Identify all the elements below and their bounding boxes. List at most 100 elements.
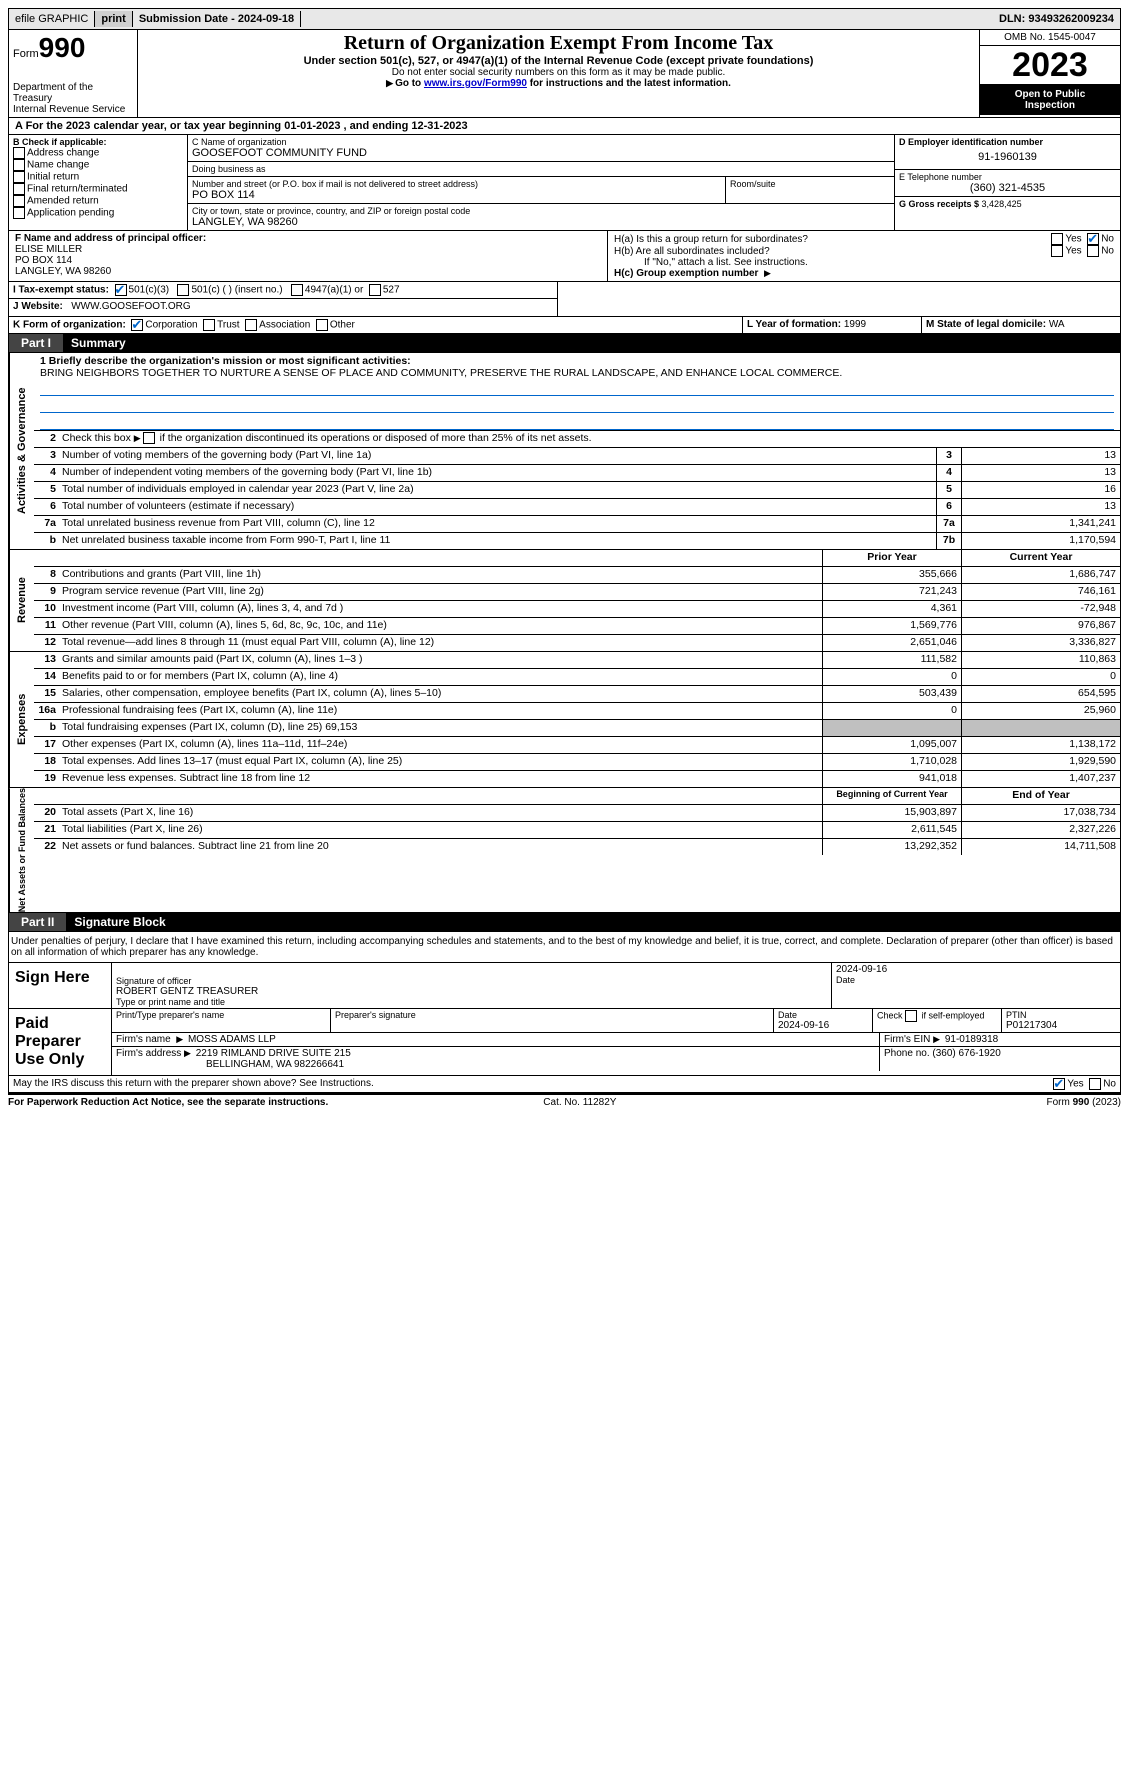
chk-4947[interactable] <box>291 284 303 296</box>
line-12-desc: Total revenue—add lines 8 through 11 (mu… <box>60 635 822 651</box>
website-value: WWW.GOOSEFOOT.ORG <box>71 301 190 312</box>
dln: DLN: 93493262009234 <box>993 11 1120 27</box>
part-2-header: Part II Signature Block <box>8 913 1121 932</box>
status-website-row: I Tax-exempt status: 501(c)(3) 501(c) ( … <box>8 282 1121 317</box>
line-6-desc: Total number of volunteers (estimate if … <box>60 499 936 515</box>
line-16b-curr-shaded <box>961 720 1120 736</box>
chk-527[interactable] <box>369 284 381 296</box>
chk-501c[interactable] <box>177 284 189 296</box>
hb-yes[interactable] <box>1051 245 1063 257</box>
line-8-prior: 355,666 <box>822 567 961 583</box>
efile-label: efile GRAPHIC <box>9 11 95 27</box>
line-3-desc: Number of voting members of the governin… <box>60 448 936 464</box>
ha-label: H(a) Is this a group return for subordin… <box>614 234 808 245</box>
chk-corp[interactable] <box>131 319 143 331</box>
line-4-desc: Number of independent voting members of … <box>60 465 936 481</box>
street-label: Number and street (or P.O. box if mail i… <box>192 179 721 189</box>
form-header: Form990 Department of the Treasury Inter… <box>8 30 1121 118</box>
line-14-desc: Benefits paid to or for members (Part IX… <box>60 669 822 685</box>
sidebar-netassets: Net Assets or Fund Balances <box>9 788 34 912</box>
form-title: Return of Organization Exempt From Incom… <box>144 32 973 55</box>
line-10-prior: 4,361 <box>822 601 961 617</box>
ha-no[interactable] <box>1087 233 1099 245</box>
room-label: Room/suite <box>730 179 890 189</box>
end-year-hdr: End of Year <box>961 788 1120 804</box>
line-10-curr: -72,948 <box>961 601 1120 617</box>
domicile-state: WA <box>1049 319 1065 330</box>
chk-address-change[interactable] <box>13 147 25 159</box>
line-19-curr: 1,407,237 <box>961 771 1120 787</box>
omb-number: OMB No. 1545-0047 <box>980 30 1120 46</box>
period-row: A For the 2023 calendar year, or tax yea… <box>8 118 1121 135</box>
line-13-curr: 110,863 <box>961 652 1120 668</box>
expenses-block: Expenses 13Grants and similar amounts pa… <box>8 652 1121 788</box>
line-7a-val: 1,341,241 <box>961 516 1120 532</box>
footer-left: For Paperwork Reduction Act Notice, see … <box>8 1097 328 1108</box>
chk-initial-return[interactable] <box>13 171 25 183</box>
line-20-desc: Total assets (Part X, line 16) <box>60 805 822 821</box>
sig-officer-name: ROBERT GENTZ TREASURER <box>116 986 827 997</box>
chk-trust[interactable] <box>203 319 215 331</box>
sign-here-block: Sign Here Signature of officer ROBERT GE… <box>8 962 1121 1009</box>
line-15-curr: 654,595 <box>961 686 1120 702</box>
chk-amended[interactable] <box>13 195 25 207</box>
print-button[interactable]: print <box>95 11 132 27</box>
chk-self-employed[interactable] <box>905 1010 917 1022</box>
chk-501c3[interactable] <box>115 284 127 296</box>
line-5-desc: Total number of individuals employed in … <box>60 482 936 498</box>
irs-label: Internal Revenue Service <box>13 104 133 115</box>
sig-officer-label: Signature of officer <box>116 976 827 986</box>
sidebar-revenue: Revenue <box>9 550 34 651</box>
line-7b-val: 1,170,594 <box>961 533 1120 549</box>
klm-row: K Form of organization: Corporation Trus… <box>8 317 1121 334</box>
line-9-desc: Program service revenue (Part VIII, line… <box>60 584 822 600</box>
line-22-prior: 13,292,352 <box>822 839 961 855</box>
sidebar-activities: Activities & Governance <box>9 353 34 549</box>
form-number: Form990 <box>13 32 133 64</box>
discuss-no[interactable] <box>1089 1078 1101 1090</box>
line-10-desc: Investment income (Part VIII, column (A)… <box>60 601 822 617</box>
chk-final-return[interactable] <box>13 183 25 195</box>
line-11-prior: 1,569,776 <box>822 618 961 634</box>
sidebar-expenses: Expenses <box>9 652 34 787</box>
line-6-val: 13 <box>961 499 1120 515</box>
discuss-label: May the IRS discuss this return with the… <box>13 1078 374 1090</box>
chk-name-change[interactable] <box>13 159 25 171</box>
mission-block: 1 Briefly describe the organization's mi… <box>34 353 1120 430</box>
paid-preparer-label: Paid Preparer Use Only <box>9 1009 112 1075</box>
chk-discontinued[interactable] <box>143 432 155 444</box>
tax-status: I Tax-exempt status: 501(c)(3) 501(c) ( … <box>13 284 553 296</box>
ha-yes[interactable] <box>1051 233 1063 245</box>
line-22-desc: Net assets or fund balances. Subtract li… <box>60 839 822 855</box>
footer-mid: Cat. No. 11282Y <box>543 1097 616 1108</box>
officer-city: LANGLEY, WA 98260 <box>15 266 111 277</box>
line-9-curr: 746,161 <box>961 584 1120 600</box>
phone-value: (360) 321-4535 <box>899 182 1116 194</box>
page-footer: For Paperwork Reduction Act Notice, see … <box>8 1093 1121 1108</box>
prep-date: 2024-09-16 <box>778 1020 868 1031</box>
prep-sig-label: Preparer's signature <box>335 1010 769 1020</box>
hc-label: H(c) Group exemption number <box>614 268 773 279</box>
formation-year: 1999 <box>844 319 866 330</box>
line-12-prior: 2,651,046 <box>822 635 961 651</box>
mission-text: BRING NEIGHBORS TOGETHER TO NURTURE A SE… <box>40 367 842 379</box>
city-label: City or town, state or province, country… <box>192 206 890 216</box>
chk-other[interactable] <box>316 319 328 331</box>
open-inspection: Open to Public Inspection <box>980 85 1120 115</box>
line-8-curr: 1,686,747 <box>961 567 1120 583</box>
sign-here-label: Sign Here <box>9 963 112 1008</box>
irs-link[interactable]: www.irs.gov/Form990 <box>424 78 527 89</box>
ptin-value: P01217304 <box>1006 1020 1116 1031</box>
officer-street: PO BOX 114 <box>15 255 72 266</box>
activities-block: Activities & Governance 1 Briefly descri… <box>8 353 1121 550</box>
paid-preparer-block: Paid Preparer Use Only Print/Type prepar… <box>8 1009 1121 1076</box>
line-19-desc: Revenue less expenses. Subtract line 18 … <box>60 771 822 787</box>
line-17-desc: Other expenses (Part IX, column (A), lin… <box>60 737 822 753</box>
line-21-prior: 2,611,545 <box>822 822 961 838</box>
hb-label: H(b) Are all subordinates included? <box>614 246 770 257</box>
hb-no[interactable] <box>1087 245 1099 257</box>
chk-app-pending[interactable] <box>13 207 25 219</box>
chk-assoc[interactable] <box>245 319 257 331</box>
discuss-yes[interactable] <box>1053 1078 1065 1090</box>
line-18-prior: 1,710,028 <box>822 754 961 770</box>
